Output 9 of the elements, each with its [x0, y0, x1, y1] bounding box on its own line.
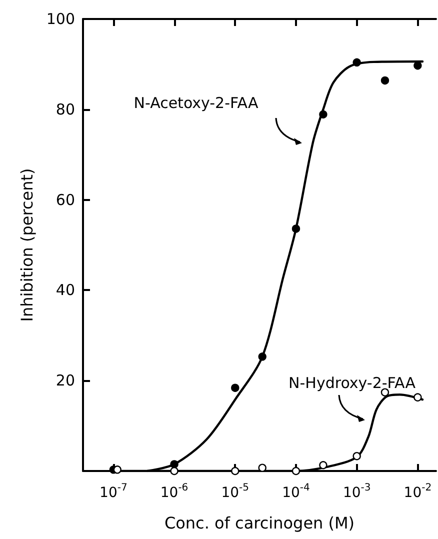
y-axis-title: Inhibition (percent) — [18, 168, 36, 322]
annotation: N-Hydroxy-2-FAA — [288, 374, 416, 392]
y-tick-label: 20 — [56, 372, 75, 390]
annotation: N-Acetoxy-2-FAA — [134, 94, 259, 112]
y-tick-label: 40 — [56, 281, 75, 300]
y-tick-label: 60 — [56, 190, 75, 209]
x-axis-title: Conc. of carcinogen (M) — [164, 514, 355, 532]
y-tick-label: 100 — [46, 10, 75, 28]
y-tick-label: 80 — [56, 100, 75, 118]
